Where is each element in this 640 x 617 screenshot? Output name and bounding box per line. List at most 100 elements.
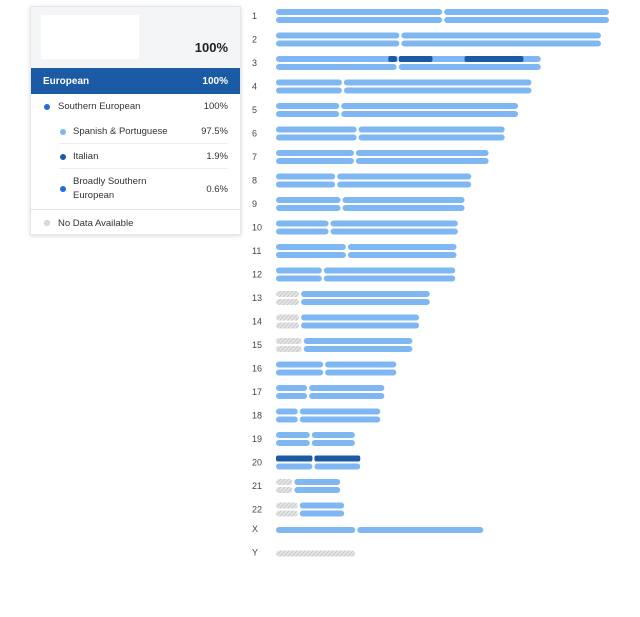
no-data-segment: [276, 346, 302, 352]
subregion-southern-european[interactable]: Southern European 100%: [31, 94, 240, 119]
spanish-portuguese-segment: [276, 111, 340, 117]
population-label: Broadly Southern European: [73, 176, 147, 201]
chromosome-label: 18: [252, 411, 262, 421]
spanish-portuguese-segment: [398, 64, 541, 70]
region-percent: 100%: [202, 75, 228, 87]
spanish-portuguese-segment: [355, 150, 489, 156]
chromosome-label: 3: [252, 58, 257, 68]
spanish-portuguese-segment: [276, 158, 354, 164]
spanish-portuguese-segment: [276, 64, 397, 70]
spanish-portuguese-segment: [276, 40, 400, 47]
spanish-portuguese-segment: [294, 479, 341, 485]
population-italian[interactable]: Italian 1.9%: [31, 144, 240, 169]
no-data-segment: [276, 291, 300, 297]
no-data-segment: [276, 487, 293, 493]
chromosome-label: 11: [252, 246, 261, 256]
subregion-label: Southern European: [58, 101, 141, 112]
chromosome-label: Y: [252, 548, 258, 558]
spanish-portuguese-segment: [358, 134, 505, 141]
no-data-segment: [276, 510, 298, 517]
chromosome-label: 8: [252, 176, 257, 186]
population-label: Italian: [73, 151, 99, 162]
broadly-southern-dot-icon: [60, 186, 66, 192]
chromosome-label: 1: [252, 11, 257, 21]
spanish-portuguese-segment: [347, 252, 457, 258]
population-spanish-portuguese[interactable]: Spanish & Portuguese 97.5%: [31, 119, 240, 144]
spanish-portuguese-segment: [301, 314, 420, 321]
subregion-percent: 100%: [203, 101, 228, 112]
spanish-portuguese-segment: [314, 463, 361, 470]
spanish-portuguese-segment: [276, 244, 346, 250]
region-european[interactable]: European 100%: [31, 68, 240, 94]
no-data-segment: [276, 502, 298, 509]
spanish-portuguese-segment: [309, 385, 385, 391]
no-data-label: No Data Available: [58, 217, 134, 229]
chromosome-label: 7: [252, 152, 257, 162]
spanish-portuguese-segment: [444, 17, 609, 23]
chromosome-label: 10: [252, 223, 262, 233]
chromosome-label: 22: [252, 505, 262, 515]
spanish-portuguese-segment: [276, 369, 324, 376]
total-percent: 100%: [194, 40, 228, 55]
population-percent: 0.6%: [206, 183, 228, 195]
chromosome-label: 21: [252, 481, 262, 491]
spanish-portuguese-segment: [301, 291, 430, 297]
spanish-portuguese-segment: [325, 361, 397, 368]
no-data-segment: [276, 314, 300, 321]
no-data-segment: [276, 550, 355, 557]
ancestry-composition-panel: 100% European 100% Southern European 100…: [30, 6, 241, 235]
spanish-portuguese-segment: [311, 432, 355, 438]
chromosome-label: 13: [252, 293, 262, 303]
spanish-portuguese-segment: [294, 487, 341, 493]
italian-segment: [464, 56, 524, 62]
chromosome-label: 12: [252, 270, 262, 280]
spanish-portuguese-segment: [343, 87, 532, 94]
spanish-portuguese-segment: [276, 252, 346, 258]
spanish-portuguese-segment: [342, 205, 465, 211]
spanish-portuguese-segment: [276, 87, 342, 94]
population-broadly-southern-european[interactable]: Broadly Southern European 0.6%: [31, 169, 240, 209]
spanish-portuguese-segment: [276, 197, 341, 203]
spanish-portuguese-segment: [276, 275, 322, 282]
spanish-portuguese-segment: [323, 275, 456, 282]
spanish-portuguese-segment: [355, 158, 489, 164]
spanish-portuguese-segment: [276, 103, 340, 109]
chromosome-label: 5: [252, 105, 257, 115]
chromosome-label: 16: [252, 364, 262, 374]
spanish-portuguese-segment: [323, 267, 456, 274]
spanish-portuguese-segment: [299, 510, 345, 517]
spanish-portuguese-segment: [276, 220, 329, 227]
spanish-portuguese-segment: [299, 502, 345, 509]
no-data-segment: [276, 479, 293, 485]
spanish-portuguese-segment: [276, 361, 324, 368]
spanish-portuguese-segment: [330, 220, 458, 227]
spanish-portuguese-segment: [276, 126, 357, 133]
spanish-portuguese-segment: [276, 79, 342, 86]
population-percent: 97.5%: [201, 126, 228, 137]
spanish-portuguese-segment: [276, 9, 443, 15]
spanish-portuguese-segment: [276, 150, 354, 156]
chromosome-label: 19: [252, 434, 262, 444]
spanish-portuguese-segment: [276, 408, 298, 415]
italian-segment: [276, 455, 313, 462]
spanish-portuguese-segment: [337, 181, 472, 188]
population-percent: 1.9%: [206, 151, 228, 162]
spanish-portuguese-segment: [342, 197, 465, 203]
spanish-portuguese-segment: [325, 369, 397, 376]
spanish-portuguese-segment: [299, 408, 381, 415]
chromosome-label: 17: [252, 387, 262, 397]
spanish-portuguese-segment: [276, 267, 322, 274]
no-data-segment: [276, 338, 302, 344]
spanish-portuguese-segment: [276, 463, 313, 470]
spanish-portuguese-segment: [303, 346, 413, 352]
spanish-portuguese-segment: [276, 56, 397, 62]
no-data-segment: [276, 322, 300, 329]
chromosome-label: 4: [252, 82, 257, 92]
chromosome-label: 14: [252, 317, 262, 327]
spanish-portuguese-segment: [311, 440, 355, 446]
population-label: Spanish & Portuguese: [73, 126, 168, 137]
spanish-portuguese-segment: [358, 126, 505, 133]
spanish-portuguese-segment: [301, 299, 430, 305]
spanish-portuguese-segment: [341, 111, 519, 117]
